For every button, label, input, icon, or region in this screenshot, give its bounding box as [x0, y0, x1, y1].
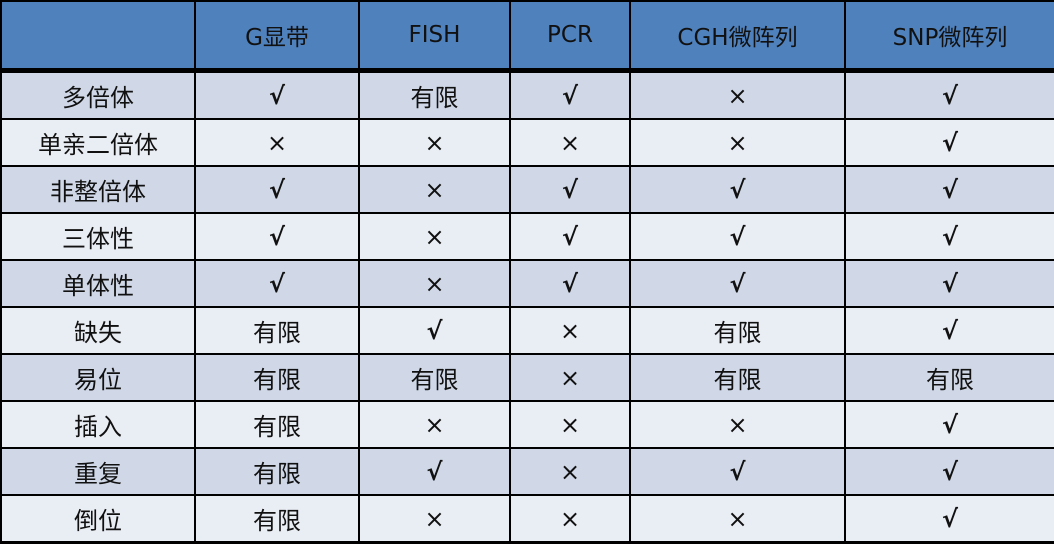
table-cell: × — [509, 494, 631, 543]
table-cell: √ — [629, 165, 846, 214]
table-row: 易位 有限 有限 × 有限 有限 — [0, 353, 1054, 402]
table-cell: 有限 — [194, 400, 360, 449]
row-label: 三体性 — [0, 212, 196, 261]
table-cell: 有限 — [844, 353, 1054, 402]
table-cell: 有限 — [629, 353, 846, 402]
table-cell: √ — [844, 212, 1054, 261]
table-row: 缺失 有限 √ × 有限 √ — [0, 306, 1054, 355]
table-cell: × — [358, 494, 511, 543]
table-cell: √ — [194, 259, 360, 308]
column-header — [0, 0, 196, 73]
table-cell: √ — [194, 212, 360, 261]
table-cell: √ — [509, 212, 631, 261]
table-cell: × — [509, 118, 631, 167]
table-cell: × — [358, 118, 511, 167]
table-cell: √ — [194, 69, 360, 120]
header-row: G显带 FISH PCR CGH微阵列 SNP微阵列 — [0, 0, 1054, 73]
table-cell: × — [358, 165, 511, 214]
table-cell: 有限 — [194, 494, 360, 543]
table-cell: √ — [844, 259, 1054, 308]
table-cell: × — [629, 494, 846, 543]
table-cell: √ — [358, 447, 511, 496]
table-cell: 有限 — [358, 353, 511, 402]
table-row: 插入 有限 × × × √ — [0, 400, 1054, 449]
row-label: 单体性 — [0, 259, 196, 308]
table-cell: × — [629, 69, 846, 120]
table-cell: √ — [844, 494, 1054, 543]
table-cell: × — [629, 118, 846, 167]
table-cell: × — [509, 353, 631, 402]
column-header: G显带 — [194, 0, 360, 73]
table-cell: √ — [358, 306, 511, 355]
table-cell: √ — [844, 447, 1054, 496]
table-cell: √ — [844, 306, 1054, 355]
table-cell: × — [629, 400, 846, 449]
table-cell: √ — [844, 165, 1054, 214]
column-header: SNP微阵列 — [844, 0, 1054, 73]
row-label: 易位 — [0, 353, 196, 402]
table-cell: × — [194, 118, 360, 167]
row-label: 重复 — [0, 447, 196, 496]
table-row: 非整倍体 √ × √ √ √ — [0, 165, 1054, 214]
table-cell: √ — [844, 400, 1054, 449]
table-cell: √ — [629, 259, 846, 308]
row-label: 缺失 — [0, 306, 196, 355]
table-cell: 有限 — [194, 306, 360, 355]
row-label: 多倍体 — [0, 69, 196, 120]
table-cell: 有限 — [194, 353, 360, 402]
table-row: 倒位 有限 × × × √ — [0, 494, 1054, 543]
table-cell: √ — [629, 447, 846, 496]
table-cell: 有限 — [358, 69, 511, 120]
column-header: CGH微阵列 — [629, 0, 846, 73]
table-cell: √ — [629, 212, 846, 261]
column-header: FISH — [358, 0, 511, 73]
table-cell: × — [509, 447, 631, 496]
row-label: 非整倍体 — [0, 165, 196, 214]
row-label: 插入 — [0, 400, 196, 449]
row-label: 单亲二倍体 — [0, 118, 196, 167]
table-cell: √ — [844, 118, 1054, 167]
table-cell: × — [358, 400, 511, 449]
table-cell: × — [358, 212, 511, 261]
table-row: 三体性 √ × √ √ √ — [0, 212, 1054, 261]
table-row: 重复 有限 √ × √ √ — [0, 447, 1054, 496]
table-cell: × — [509, 400, 631, 449]
table-cell: √ — [194, 165, 360, 214]
table-cell: 有限 — [629, 306, 846, 355]
table-cell: √ — [509, 69, 631, 120]
table-row: 多倍体 √ 有限 √ × √ — [0, 69, 1054, 120]
table-row: 单体性 √ × √ √ √ — [0, 259, 1054, 308]
table-cell: √ — [509, 165, 631, 214]
table-cell: √ — [509, 259, 631, 308]
row-label: 倒位 — [0, 494, 196, 543]
table-row: 单亲二倍体 × × × × √ — [0, 118, 1054, 167]
table-cell: × — [358, 259, 511, 308]
table-cell: 有限 — [194, 447, 360, 496]
column-header: PCR — [509, 0, 631, 73]
table-cell: × — [509, 306, 631, 355]
table-cell: √ — [844, 69, 1054, 120]
